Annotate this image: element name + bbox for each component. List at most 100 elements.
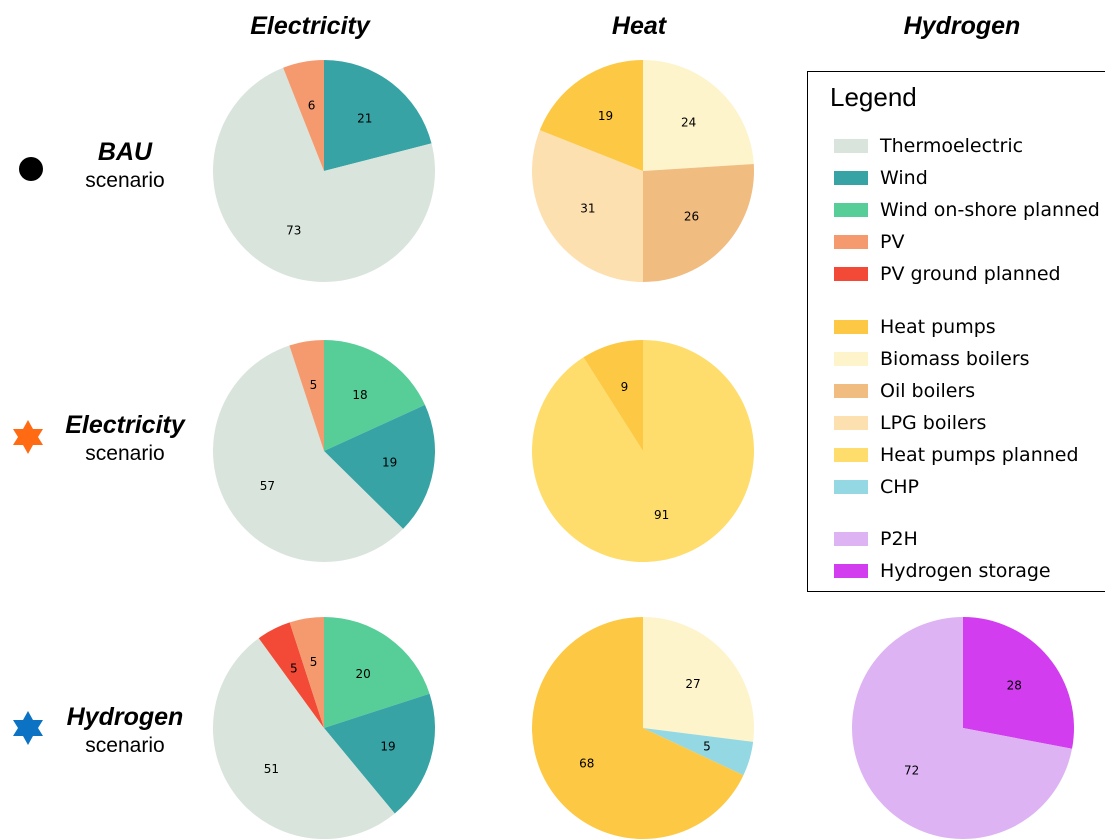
legend-item-pv-ground-planned: PV ground planned bbox=[834, 262, 1061, 286]
legend-swatch bbox=[834, 235, 868, 249]
row-name: BAU bbox=[97, 138, 153, 166]
pie-slice-pv bbox=[289, 340, 324, 451]
pie-hydrogen-electricity: 20 19 51 5 5 bbox=[212, 617, 436, 839]
pie-slice-wind bbox=[324, 693, 436, 814]
pie-slice-oil-boilers bbox=[643, 164, 754, 282]
legend-item-hydrogen-storage: Hydrogen storage bbox=[834, 559, 1051, 583]
electricity-star-marker-icon bbox=[13, 420, 43, 454]
legend-item-lpg-boilers: LPG boilers bbox=[834, 411, 986, 435]
row-label-bau: BAU scenario bbox=[40, 138, 210, 196]
pie-slice-value-label: 6 bbox=[308, 99, 316, 113]
pie-slice-value-label: 18 bbox=[352, 388, 367, 402]
pie-slice-biomass-boilers bbox=[643, 617, 754, 742]
pie-slice-lpg-boilers bbox=[531, 130, 643, 282]
legend-label: CHP bbox=[880, 476, 920, 498]
legend-label: P2H bbox=[880, 528, 918, 550]
legend-swatch bbox=[834, 416, 868, 430]
pie-slice-value-label: 28 bbox=[1007, 679, 1022, 693]
pie-bau-electricity: 21 73 6 bbox=[212, 60, 435, 282]
bau-circle-marker-icon bbox=[19, 157, 43, 181]
pie-slice-wind-on-shore-planned bbox=[324, 340, 425, 451]
column-title-hydrogen: Hydrogen bbox=[903, 12, 1021, 40]
pie-slice-value-label: 5 bbox=[310, 378, 318, 392]
legend-item-heat-pumps: Heat pumps bbox=[834, 315, 996, 339]
legend-title: Legend bbox=[830, 82, 917, 112]
pie-slice-value-label: 20 bbox=[356, 667, 371, 681]
pie-slice-heat-pumps bbox=[583, 340, 643, 451]
pie-slice-wind bbox=[324, 60, 432, 171]
pie-slice-value-label: 73 bbox=[286, 223, 301, 237]
legend-label: Wind bbox=[880, 167, 928, 189]
legend: Legend Thermoelectric Wind Wind on-shore p… bbox=[807, 71, 1105, 592]
row-name: Electricity bbox=[65, 411, 185, 439]
pie-slice-pv-ground-planned bbox=[258, 622, 324, 728]
pie-slice-pv bbox=[289, 617, 324, 728]
pie-slice-heat-pumps bbox=[532, 617, 744, 839]
legend-label: Oil boilers bbox=[880, 380, 976, 402]
pie-slice-value-label: 5 bbox=[703, 740, 711, 754]
legend-item-biomass-boilers: Biomass boilers bbox=[834, 347, 1030, 371]
legend-item-p2h: P2H bbox=[834, 527, 918, 551]
legend-swatch bbox=[834, 480, 868, 494]
pie-hydrogen-heat: 27 5 68 bbox=[532, 617, 754, 839]
legend-label: LPG boilers bbox=[880, 412, 987, 434]
row-subtitle: scenario bbox=[85, 169, 165, 192]
pie-slice-biomass-boilers bbox=[643, 60, 754, 171]
hydrogen-star-marker-icon bbox=[13, 711, 43, 745]
legend-swatch bbox=[834, 532, 868, 546]
legend-item-oil-boilers: Oil boilers bbox=[834, 379, 975, 403]
pie-slice-wind bbox=[324, 404, 435, 529]
legend-swatch bbox=[834, 564, 868, 578]
pie-slice-thermoelectric bbox=[212, 638, 395, 839]
pie-slice-value-label: 5 bbox=[310, 655, 318, 669]
pie-slice-value-label: 19 bbox=[598, 109, 613, 123]
legend-swatch bbox=[834, 320, 868, 334]
pie-slice-value-label: 31 bbox=[580, 201, 595, 215]
row-label-hydrogen: Hydrogen scenario bbox=[40, 703, 210, 761]
pie-slice-heat-pumps bbox=[539, 60, 643, 171]
pie-slice-value-label: 27 bbox=[685, 677, 700, 691]
column-title-heat: Heat bbox=[611, 12, 667, 40]
pie-slice-value-label: 57 bbox=[260, 479, 275, 493]
pie-slice-thermoelectric bbox=[213, 345, 404, 562]
legend-label: Hydrogen storage bbox=[880, 560, 1051, 582]
legend-item-thermoelectric: Thermoelectric bbox=[834, 134, 1023, 158]
legend-label: Wind on-shore planned bbox=[880, 199, 1100, 221]
pie-bau-heat: 24 26 31 19 bbox=[531, 60, 754, 282]
legend-swatch bbox=[834, 384, 868, 398]
legend-item-pv: PV bbox=[834, 230, 904, 254]
pie-slice-value-label: 91 bbox=[654, 508, 669, 522]
pie-slice-heat-pumps-planned bbox=[531, 340, 754, 562]
legend-swatch bbox=[834, 448, 868, 462]
pie-slice-pv bbox=[283, 60, 324, 171]
pie-slice-value-label: 21 bbox=[357, 111, 372, 125]
legend-label: Biomass boilers bbox=[880, 348, 1030, 370]
pie-hydrogen-hydrogen: 28 72 bbox=[852, 617, 1074, 839]
pie-slice-chp bbox=[643, 728, 754, 776]
pie-slice-value-label: 51 bbox=[264, 762, 279, 776]
pie-slice-value-label: 19 bbox=[380, 740, 395, 754]
pie-slice-value-label: 72 bbox=[904, 763, 919, 777]
row-subtitle: scenario bbox=[85, 734, 165, 757]
legend-label: Heat pumps planned bbox=[880, 444, 1079, 466]
legend-item-wind-on-shore-planned: Wind on-shore planned bbox=[834, 198, 1100, 222]
pie-slice-value-label: 68 bbox=[579, 757, 594, 771]
pie-slice-hydrogen-storage bbox=[963, 617, 1074, 749]
legend-swatch bbox=[834, 203, 868, 217]
legend-label: Thermoelectric bbox=[880, 135, 1024, 157]
pie-electricity-electricity: 18 19 57 5 bbox=[213, 340, 435, 562]
legend-swatch bbox=[834, 139, 868, 153]
row-subtitle: scenario bbox=[85, 442, 165, 465]
pie-slice-thermoelectric bbox=[212, 67, 435, 282]
pie-slice-value-label: 26 bbox=[684, 210, 699, 224]
pie-slice-value-label: 9 bbox=[621, 380, 629, 394]
pie-slice-p2h bbox=[852, 617, 1073, 839]
pie-slice-value-label: 19 bbox=[382, 456, 397, 470]
legend-label: Heat pumps bbox=[880, 316, 996, 338]
column-title-electricity: Electricity bbox=[250, 12, 370, 40]
legend-label: PV ground planned bbox=[880, 263, 1061, 285]
row-label-electricity: Electricity scenario bbox=[40, 411, 210, 469]
pie-slice-value-label: 24 bbox=[681, 115, 696, 129]
legend-item-heat-pumps-planned: Heat pumps planned bbox=[834, 443, 1079, 467]
legend-item-wind: Wind bbox=[834, 166, 928, 190]
